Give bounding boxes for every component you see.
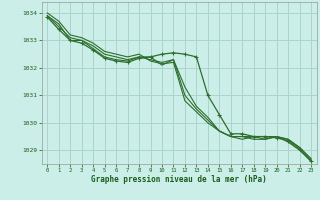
X-axis label: Graphe pression niveau de la mer (hPa): Graphe pression niveau de la mer (hPa): [91, 175, 267, 184]
